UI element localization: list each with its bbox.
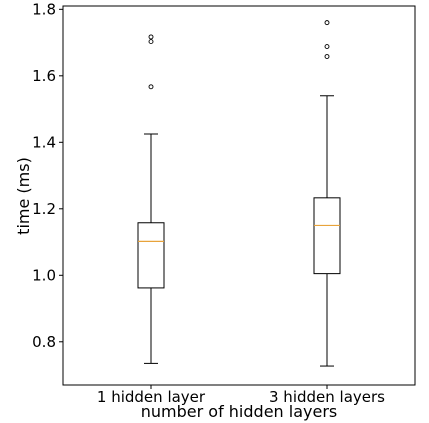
box-series [137,20,341,367]
x-axis-label: number of hidden layers [141,402,337,421]
y-tick-label: 1.4 [32,133,56,151]
outlier-point [148,84,154,90]
box-plot-group [137,34,165,364]
y-tick-label: 1.2 [32,200,56,218]
outlier-point [324,44,330,50]
y-tick-label: 1.0 [32,266,56,284]
outlier-point [324,20,330,26]
y-axis-label: time (ms) [14,157,33,235]
box-plot-group [313,20,341,367]
y-tick-label: 1.8 [32,0,56,18]
x-tick-label: 3 hidden layers [269,388,385,406]
outlier-point [148,39,154,45]
outlier-point [324,54,330,59]
y-axis-ticks: 0.8 1.0 1.2 1.4 1.6 1.8 [32,0,63,351]
outlier-point [148,34,154,40]
y-tick-label: 0.8 [32,333,56,351]
x-tick-label: 1 hidden layer [97,388,206,406]
plot-frame [62,5,416,386]
x-axis-ticks: 1 hidden layer 3 hidden layers [97,385,385,406]
interquartile-box [313,197,341,275]
y-tick-label: 1.6 [32,67,56,85]
interquartile-box [137,222,165,289]
